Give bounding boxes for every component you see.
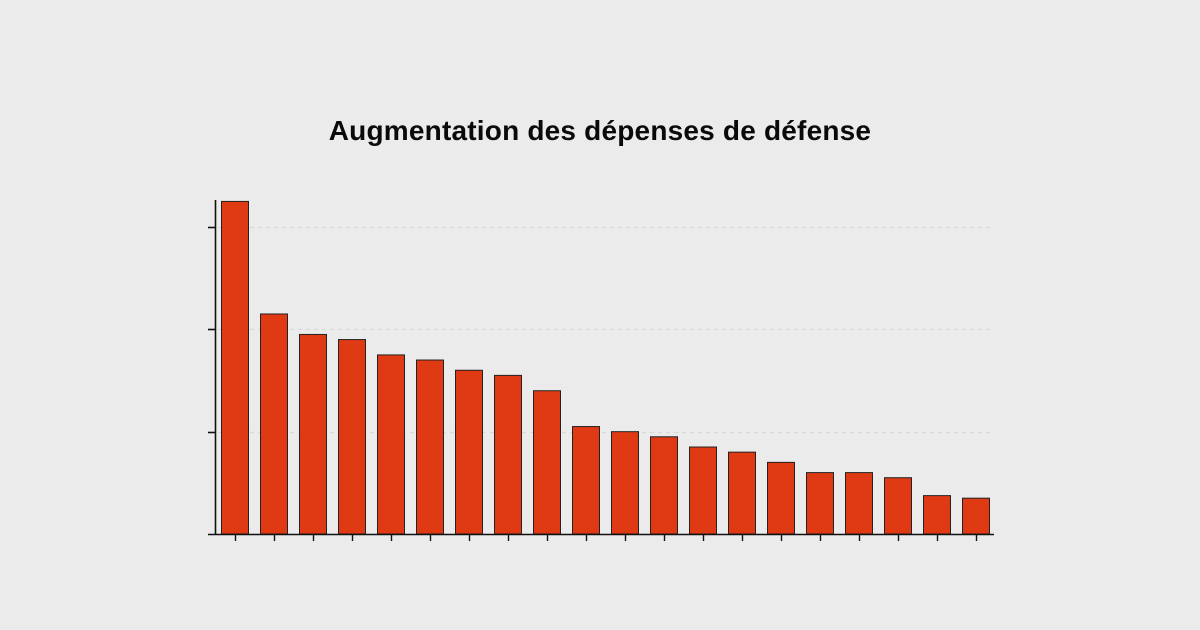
axes xyxy=(208,200,994,536)
gridlines xyxy=(218,226,994,434)
bar-13 xyxy=(689,446,717,535)
bar-17 xyxy=(845,472,873,535)
bar-2 xyxy=(260,313,288,535)
bar-1 xyxy=(221,200,249,535)
bar-10 xyxy=(572,426,600,535)
bar-11 xyxy=(611,431,639,535)
bar-9 xyxy=(533,390,561,535)
y-axis-ticks xyxy=(208,226,216,434)
bar-14 xyxy=(728,451,756,535)
bar-19 xyxy=(923,495,951,535)
bar-8 xyxy=(494,374,522,535)
x-axis-ticks xyxy=(234,534,978,541)
bars xyxy=(221,200,990,535)
bar-3 xyxy=(299,333,327,535)
bar-15 xyxy=(767,461,795,535)
bar-5 xyxy=(377,354,405,535)
bar-20 xyxy=(962,497,990,535)
bar-16 xyxy=(806,472,834,535)
bar-7 xyxy=(455,369,483,535)
bar-18 xyxy=(884,477,912,535)
bar-12 xyxy=(650,436,678,535)
bar-4 xyxy=(338,339,366,535)
chart-title: Augmentation des dépenses de défense xyxy=(328,115,872,146)
bar-6 xyxy=(416,359,444,535)
